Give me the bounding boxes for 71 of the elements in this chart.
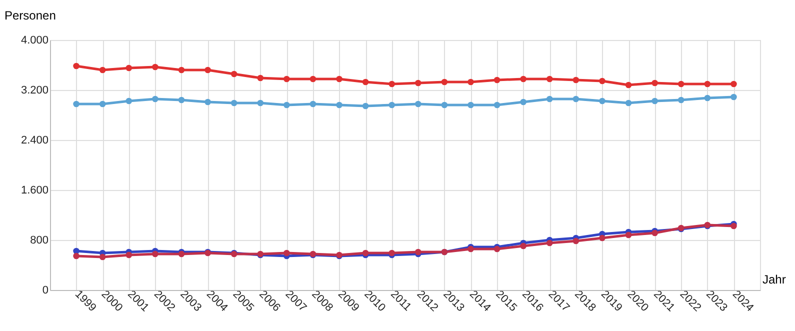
point	[126, 64, 132, 72]
point	[730, 80, 737, 88]
point	[572, 76, 580, 84]
y-tick-label: 3.200	[20, 84, 48, 96]
point	[414, 100, 422, 108]
point	[362, 102, 369, 110]
point	[678, 80, 684, 88]
point	[625, 232, 632, 238]
point	[230, 100, 238, 106]
point	[152, 96, 158, 102]
point	[336, 76, 342, 82]
point	[204, 98, 211, 106]
point	[230, 70, 238, 78]
point	[599, 234, 606, 242]
point	[126, 98, 132, 104]
point	[441, 102, 448, 108]
point	[494, 76, 500, 84]
point	[388, 80, 396, 88]
point	[704, 94, 711, 102]
point	[99, 66, 106, 74]
point	[704, 80, 711, 88]
point	[178, 66, 185, 74]
y-axis-title: Personen	[4, 8, 56, 22]
point	[310, 76, 316, 82]
point	[730, 94, 737, 100]
point	[599, 78, 606, 84]
point	[468, 102, 474, 108]
point	[546, 96, 553, 102]
y-tick-label: 800	[30, 234, 48, 246]
point	[652, 80, 658, 86]
point	[520, 98, 526, 106]
point	[572, 96, 580, 102]
point	[520, 242, 526, 250]
point	[204, 66, 211, 74]
x-axis-title: Jahr	[762, 272, 786, 286]
point	[599, 98, 606, 104]
point	[178, 96, 185, 104]
point	[652, 98, 658, 104]
y-tick-label: 4.000	[20, 34, 48, 46]
point	[73, 100, 80, 108]
point	[99, 100, 106, 108]
point	[284, 76, 290, 82]
point	[572, 238, 580, 244]
y-tick-label: 2.400	[20, 134, 48, 146]
point	[414, 80, 422, 86]
y-tick-label: 1.600	[20, 184, 48, 196]
point	[152, 250, 158, 258]
point	[362, 78, 369, 86]
point	[494, 102, 500, 108]
point	[546, 76, 553, 82]
point	[625, 82, 632, 88]
point	[546, 240, 553, 246]
point	[284, 250, 290, 256]
point	[257, 100, 264, 106]
point	[99, 254, 106, 260]
point	[520, 76, 526, 82]
point	[388, 102, 396, 108]
point	[625, 100, 632, 106]
point	[336, 102, 342, 108]
point	[73, 252, 80, 260]
point	[73, 62, 80, 70]
point	[152, 64, 158, 70]
point	[678, 96, 684, 104]
point	[126, 252, 132, 258]
point	[468, 78, 474, 86]
point	[257, 74, 264, 82]
point	[441, 78, 448, 86]
y-tick-label: 0	[42, 284, 48, 296]
point	[310, 100, 316, 108]
point	[284, 102, 290, 108]
point	[73, 248, 80, 254]
